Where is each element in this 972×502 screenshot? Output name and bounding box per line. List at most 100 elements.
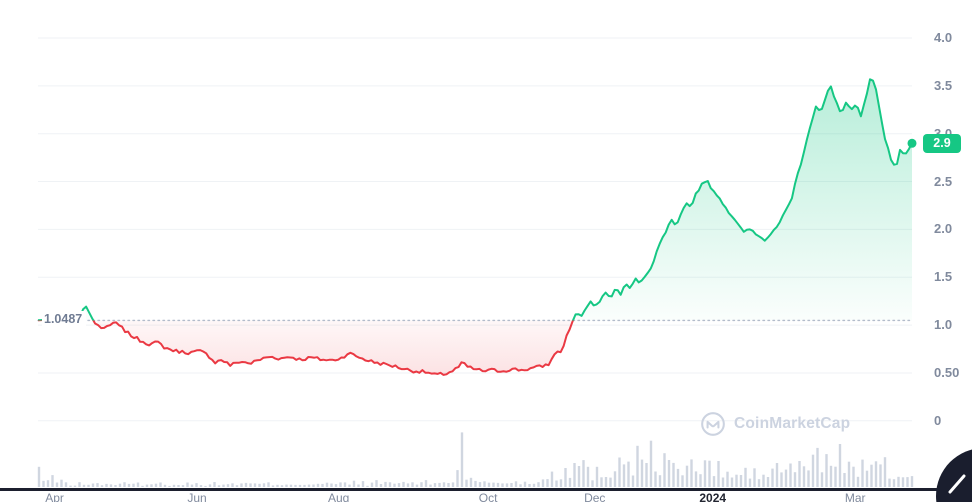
volume-bar (240, 483, 243, 487)
area-fill-up (38, 79, 912, 321)
volume-bar (199, 485, 203, 487)
volume-bar (730, 477, 734, 487)
volume-bar (546, 479, 549, 487)
volume-bar (775, 463, 779, 487)
volume-bar (591, 480, 594, 487)
volume-bar (163, 484, 167, 487)
volume-bar (285, 484, 288, 487)
volume-bar (861, 459, 864, 487)
volume-bar (784, 469, 788, 487)
volume-bar (280, 485, 284, 487)
volume-bar (820, 472, 824, 487)
volume-bar (793, 472, 797, 487)
volume-bar (370, 482, 374, 487)
volume-bar (874, 461, 878, 487)
volume-bar (573, 463, 576, 487)
volume-bar (537, 482, 540, 487)
volume-bar (384, 481, 387, 487)
volume-bar (307, 484, 311, 487)
volume-bar (78, 482, 81, 487)
volume-bar (37, 466, 41, 487)
volume-bar (726, 471, 729, 487)
volume-bar (330, 483, 333, 487)
volume-bar (114, 485, 117, 487)
x-axis-label: Oct (478, 491, 498, 502)
volume-bar (789, 463, 792, 487)
volume-bar (397, 483, 401, 487)
volume-bar (721, 477, 725, 487)
volume-bar (87, 484, 90, 487)
volume-bar (118, 483, 122, 487)
y-axis-label: 0 (934, 412, 942, 428)
volume-bar (294, 484, 297, 487)
volume-bar (96, 483, 99, 487)
volume-bar (415, 484, 419, 487)
volume-bar (168, 485, 171, 487)
volume-bar (757, 479, 761, 487)
y-axis-label: 0.50 (934, 364, 960, 380)
volume-bar (123, 482, 126, 487)
volume-bar (676, 468, 680, 487)
volume-bar (532, 483, 536, 487)
volume-bar (190, 484, 194, 487)
volume-bar (838, 444, 842, 487)
volume-bar (244, 482, 248, 487)
volume-bar (271, 485, 275, 487)
volume-bar (658, 475, 662, 487)
volume-bar (883, 457, 887, 487)
volume-bar (780, 472, 783, 487)
volume-bar (739, 475, 743, 487)
chevron-icon (948, 474, 966, 494)
volume-bar (555, 480, 558, 487)
volume-bar (717, 461, 720, 487)
volume-bar (325, 482, 329, 487)
volume-bar (474, 480, 477, 487)
volume-bar (339, 482, 342, 487)
volume-bar (73, 485, 77, 487)
volume-bar (766, 477, 770, 487)
volume-bar (424, 480, 428, 487)
watermark-text: CoinMarketCap (734, 415, 851, 432)
volume-bar (276, 484, 279, 487)
volume-bar (834, 466, 837, 487)
volume-bar (492, 482, 495, 487)
volume-bar (649, 440, 653, 487)
volume-bar (627, 461, 630, 487)
bottom-divider (0, 488, 972, 491)
x-axis-label: Mar (844, 491, 866, 502)
volume-bar (357, 484, 360, 487)
x-axis-label: Apr (45, 491, 64, 502)
volume-bar (843, 473, 846, 487)
volume-bar (901, 477, 905, 487)
coinmarketcap-logo-icon (701, 412, 725, 436)
volume-bar (856, 476, 860, 487)
volume-bar (172, 484, 176, 487)
volume-bar (42, 480, 45, 487)
volume-bar (496, 482, 500, 487)
volume-bar (595, 466, 599, 487)
volume-bar (411, 482, 414, 487)
volume-bar (910, 476, 914, 487)
volume-bar (771, 468, 774, 487)
volume-bar (541, 479, 545, 487)
volume-bar (469, 477, 473, 487)
volume-bar (253, 483, 257, 487)
volume-bar (550, 471, 554, 487)
current-price-badge: 2.9 (923, 133, 961, 153)
volume-bar (847, 461, 851, 487)
y-axis-label: 2.0 (934, 221, 953, 237)
volume-bar (667, 460, 671, 487)
chat-button[interactable] (936, 448, 972, 502)
volume-bar (811, 454, 815, 487)
volume-bar (487, 482, 491, 487)
volume-bar (159, 482, 162, 487)
volume-bar (366, 485, 369, 487)
volume-bar (829, 465, 833, 487)
volume-bar (694, 471, 698, 487)
volume-bar (141, 485, 144, 487)
volume-bar (388, 482, 392, 487)
volume-bar (807, 470, 810, 487)
volume-bar (429, 484, 432, 487)
